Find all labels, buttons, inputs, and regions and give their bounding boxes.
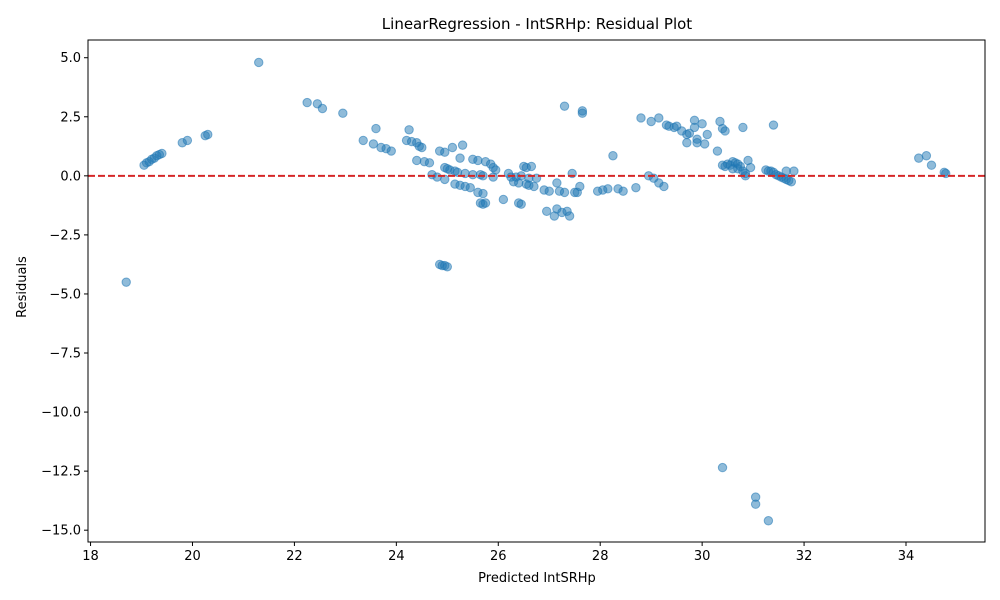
data-point — [559, 187, 570, 198]
data-point — [745, 162, 756, 173]
data-point — [786, 177, 797, 187]
data-point — [317, 103, 328, 114]
plot-area — [88, 40, 985, 542]
data-point — [720, 126, 730, 136]
y-tick-label: 5.0 — [60, 51, 81, 66]
data-point — [424, 158, 435, 168]
data-point — [702, 129, 712, 140]
data-point — [646, 116, 656, 127]
data-point — [121, 277, 131, 287]
data-point — [712, 146, 723, 156]
x-tick-label: 28 — [592, 549, 609, 564]
data-point — [417, 142, 427, 153]
data-point — [516, 199, 526, 209]
data-point — [338, 108, 348, 118]
data-point — [697, 119, 707, 129]
y-tick-label: −5.0 — [49, 287, 81, 302]
data-point — [432, 172, 442, 182]
x-tick-label: 26 — [490, 549, 507, 564]
data-point — [750, 499, 761, 509]
data-point — [473, 155, 483, 166]
data-point — [488, 172, 498, 182]
data-point — [457, 140, 468, 150]
data-point — [157, 148, 167, 159]
data-points — [121, 57, 951, 526]
data-point — [603, 184, 613, 194]
x-tick-label: 30 — [694, 549, 711, 564]
data-point — [781, 166, 791, 176]
plot-frame — [87, 39, 986, 543]
data-point — [692, 138, 702, 148]
data-point — [926, 160, 937, 170]
data-point — [921, 151, 932, 161]
data-point — [442, 262, 453, 272]
plot-background — [88, 40, 985, 542]
data-point — [699, 139, 710, 149]
data-point — [631, 182, 641, 193]
data-point — [368, 139, 379, 149]
data-point — [564, 211, 575, 221]
y-axis-ticks: 5.0 2.5 0.0 −2.5 −5.0 −7.5 −10.0 −12.5 −15.0 — [41, 51, 88, 539]
data-point — [468, 169, 478, 180]
x-tick-label: 34 — [898, 549, 915, 564]
data-point — [182, 135, 193, 146]
data-point — [654, 113, 664, 123]
data-point — [480, 198, 491, 208]
data-point — [559, 101, 570, 111]
x-tick-label: 24 — [388, 549, 405, 564]
data-point — [524, 180, 534, 190]
data-point — [412, 155, 422, 166]
data-point — [552, 178, 562, 188]
x-tick-label: 32 — [796, 549, 813, 564]
data-point — [358, 135, 368, 146]
data-point — [659, 181, 669, 192]
data-point — [618, 186, 628, 196]
data-point — [914, 153, 924, 163]
x-axis-label: Predicted IntSRHp — [478, 571, 596, 586]
data-point — [682, 138, 692, 148]
y-tick-label: −10.0 — [41, 406, 81, 421]
data-point — [684, 128, 695, 139]
data-point — [526, 161, 537, 172]
data-point — [371, 123, 381, 134]
data-point — [728, 164, 738, 174]
data-point — [302, 97, 312, 108]
y-tick-label: −7.5 — [49, 347, 81, 362]
y-tick-label: 0.0 — [60, 169, 81, 184]
x-tick-label: 20 — [184, 549, 201, 564]
data-point — [455, 153, 465, 163]
data-point — [541, 206, 552, 216]
x-axis-ticks: 18 20 22 24 26 28 30 32 34 — [82, 542, 914, 564]
data-point — [575, 181, 585, 192]
data-point — [636, 113, 646, 123]
x-tick-label: 18 — [82, 549, 99, 564]
chart-title: LinearRegression - IntSRHp: Residual Plo… — [382, 15, 692, 33]
data-point — [478, 188, 488, 199]
y-tick-label: −15.0 — [41, 524, 81, 539]
data-point — [768, 120, 779, 130]
data-point — [254, 57, 264, 68]
y-tick-label: −2.5 — [49, 228, 81, 243]
data-point — [789, 166, 799, 176]
data-point — [447, 142, 458, 153]
x-tick-label: 22 — [286, 549, 303, 564]
axes — [87, 39, 986, 543]
data-point — [738, 122, 748, 133]
data-point — [465, 182, 475, 193]
y-tick-label: −12.5 — [41, 465, 81, 480]
data-point — [577, 106, 588, 116]
y-tick-label: 2.5 — [60, 110, 81, 125]
data-point — [763, 516, 774, 526]
data-point — [544, 186, 554, 196]
data-point — [689, 122, 700, 133]
data-point — [717, 462, 728, 473]
data-point — [608, 151, 618, 161]
data-point — [404, 125, 414, 135]
y-axis-label: Residuals — [15, 256, 30, 318]
data-point — [498, 194, 509, 205]
data-point — [386, 146, 396, 156]
data-point — [203, 129, 213, 140]
data-point — [440, 147, 450, 157]
